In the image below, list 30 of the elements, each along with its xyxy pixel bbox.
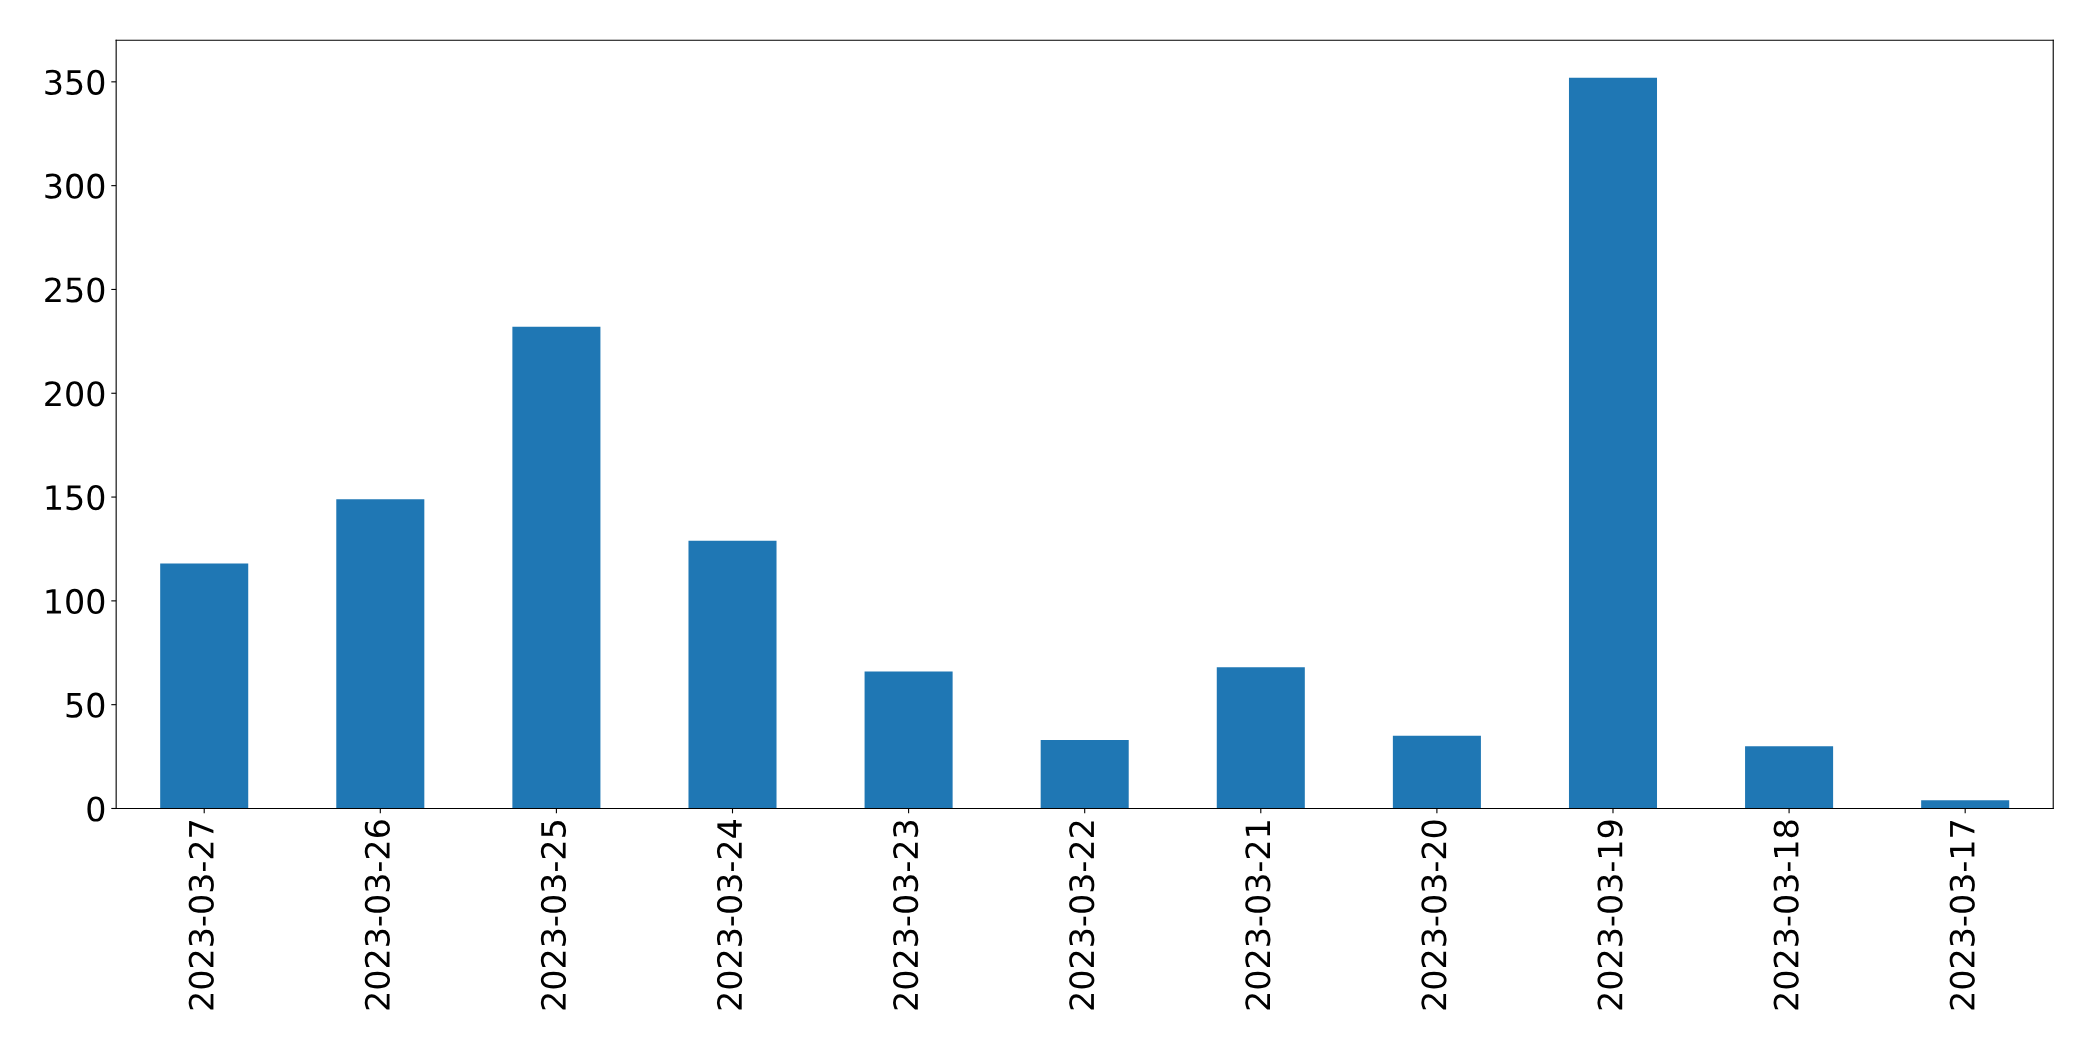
bar [1921,800,2010,809]
x-tick-label: 2023-03-27 [188,821,214,1010]
bar [512,326,601,809]
x-tick-label: 2023-03-26 [364,820,390,1010]
x-tick-label: 2023-03-21 [1245,821,1271,1010]
x-tick-label: 2023-03-18 [1773,820,1799,1010]
y-tick-label: 250 [45,277,105,303]
bar [1392,735,1481,809]
x-tick-label: 2023-03-19 [1597,820,1623,1010]
y-tick-label: 150 [46,484,105,511]
bar [1745,746,1834,809]
bar [1040,739,1129,809]
bar [864,671,953,809]
y-tick-label: 200 [45,381,105,407]
bar [688,540,777,809]
x-tick-label: 2023-03-22 [1069,821,1095,1010]
y-tick-label: 0 [87,796,105,822]
y-tick-label: 300 [45,173,105,199]
bar [1568,77,1658,809]
x-tick-label: 2023-03-25 [540,821,567,1010]
bar [160,563,249,809]
x-tick-label: 2023-03-23 [893,820,919,1010]
bar [336,499,425,809]
x-tick-label: 2023-03-20 [1421,820,1447,1010]
y-tick-label: 50 [66,692,105,718]
y-tick-label: 350 [45,69,105,95]
bar [1216,667,1305,809]
x-tick-label: 2023-03-24 [716,820,743,1010]
y-tick-label: 100 [46,588,105,615]
x-tick-label: 2023-03-17 [1949,821,1975,1010]
